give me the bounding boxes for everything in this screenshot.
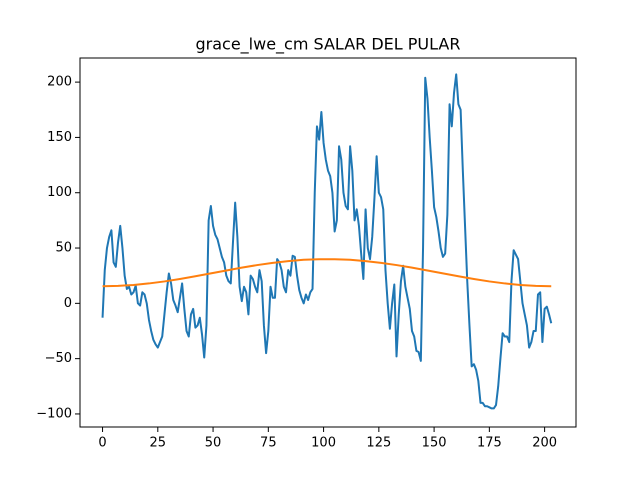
x-tick-label: 25 (150, 436, 167, 451)
y-tick-label: 0 (64, 296, 72, 311)
y-tick-label: 100 (47, 185, 72, 200)
x-tick-label: 50 (205, 436, 222, 451)
data-line (101, 73, 553, 410)
axes-frame (79, 57, 577, 428)
y-tick-label: 200 (47, 75, 72, 90)
y-tick-label: −50 (45, 351, 72, 366)
y-tick-label: −100 (36, 406, 72, 421)
y-tick-label: 150 (47, 130, 72, 145)
x-tick-label: 0 (98, 436, 106, 451)
x-tick-label: 200 (532, 436, 557, 451)
x-tick-label: 175 (477, 436, 502, 451)
data-line (102, 258, 552, 288)
x-tick-label: 75 (260, 436, 277, 451)
x-tick-label: 150 (422, 436, 447, 451)
x-tick-label: 125 (366, 436, 391, 451)
x-tick-label: 100 (311, 436, 336, 451)
chart-title: grace_lwe_cm SALAR DEL PULAR (196, 35, 461, 55)
y-tick-label: 50 (55, 241, 72, 256)
